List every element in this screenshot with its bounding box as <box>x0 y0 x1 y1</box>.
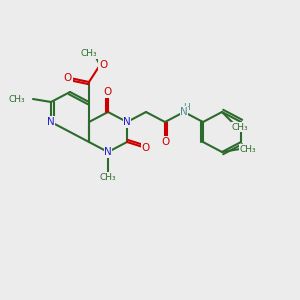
Text: CH₃: CH₃ <box>240 145 256 154</box>
Text: O: O <box>104 87 112 97</box>
Text: O: O <box>142 143 150 153</box>
Text: H: H <box>183 103 189 112</box>
Text: O: O <box>161 137 169 147</box>
Text: N: N <box>47 117 55 127</box>
Text: CH₃: CH₃ <box>232 122 248 131</box>
Text: CH₃: CH₃ <box>8 94 25 103</box>
Text: O: O <box>64 73 72 83</box>
Text: CH₃: CH₃ <box>81 50 97 58</box>
Text: N: N <box>123 117 131 127</box>
Text: CH₃: CH₃ <box>100 172 116 182</box>
Text: N: N <box>104 147 112 157</box>
Text: O: O <box>99 60 107 70</box>
Text: N: N <box>180 107 188 117</box>
